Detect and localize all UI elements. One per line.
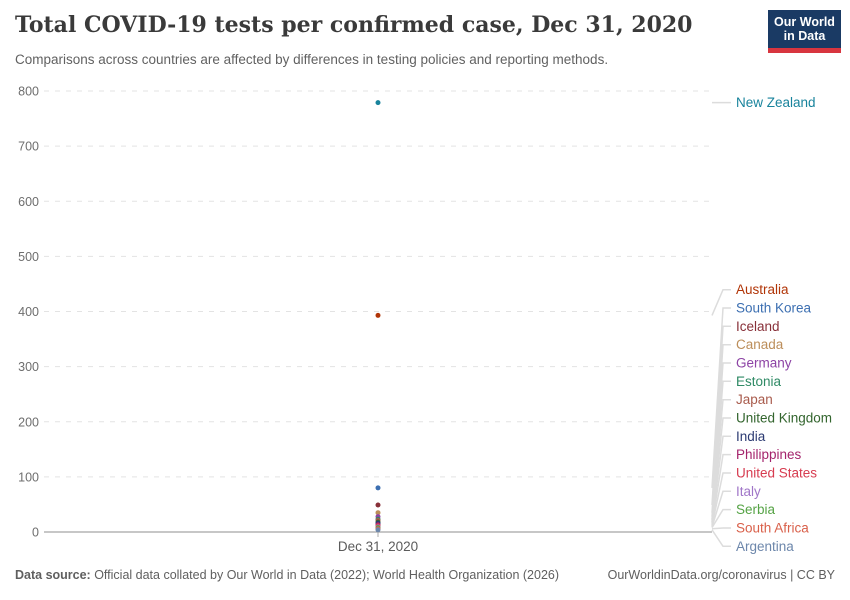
y-tick-label: 800: [18, 85, 39, 99]
label-connector-philippines: [711, 453, 731, 525]
series-label-japan[interactable]: Japan: [736, 392, 773, 407]
y-tick-label: 100: [18, 470, 39, 484]
data-source-note: Data source: Official data collated by O…: [15, 568, 559, 582]
y-tick-label: 600: [18, 195, 39, 209]
series-label-philippines[interactable]: Philippines: [736, 447, 802, 462]
label-connector-italy: [711, 490, 731, 528]
label-connector-united-states: [711, 472, 731, 527]
data-point-new-zealand[interactable]: [375, 100, 381, 106]
page-title: Total COVID-19 tests per confirmed case,…: [15, 12, 693, 38]
series-label-canada[interactable]: Canada: [736, 337, 784, 352]
y-tick-label: 400: [18, 305, 39, 319]
data-point-canada[interactable]: [375, 510, 381, 516]
y-tick-label: 200: [18, 415, 39, 429]
y-tick-label: 700: [18, 140, 39, 154]
data-point-australia[interactable]: [375, 312, 381, 318]
label-connector-serbia: [711, 508, 731, 528]
owid-logo-line1: Our World: [774, 15, 835, 29]
series-label-serbia[interactable]: Serbia: [736, 502, 776, 517]
series-label-italy[interactable]: Italy: [736, 484, 761, 499]
label-connector-argentina: [711, 529, 731, 548]
label-connector-japan: [711, 398, 731, 521]
data-source-text: Official data collated by Our World in D…: [90, 568, 560, 582]
chart-footer: Data source: Official data collated by O…: [15, 568, 835, 582]
label-connector-australia: [711, 288, 731, 316]
series-label-united-kingdom[interactable]: United Kingdom: [736, 411, 832, 426]
data-point-south-korea[interactable]: [375, 485, 381, 491]
series-label-united-states[interactable]: United States: [736, 466, 817, 481]
series-label-germany[interactable]: Germany: [736, 356, 792, 371]
x-axis-label: Dec 31, 2020: [338, 539, 418, 554]
owid-logo: Our World in Data: [768, 10, 841, 53]
series-label-india[interactable]: India: [736, 429, 766, 444]
series-label-south-korea[interactable]: South Korea: [736, 301, 812, 316]
owid-logo-line2: in Data: [783, 29, 826, 43]
data-source-label: Data source:: [15, 568, 91, 582]
y-tick-label: 0: [32, 526, 39, 540]
label-connector-south-korea: [711, 307, 731, 488]
data-point-iceland[interactable]: [375, 502, 381, 508]
series-label-south-africa[interactable]: South Africa: [736, 521, 809, 536]
series-label-argentina[interactable]: Argentina: [736, 539, 794, 554]
series-label-estonia[interactable]: Estonia: [736, 374, 782, 389]
data-point-argentina[interactable]: [375, 527, 381, 533]
label-connector-india: [711, 435, 731, 524]
label-connector-south-africa: [711, 527, 731, 530]
chart-subtitle: Comparisons across countries are affecte…: [15, 52, 609, 67]
series-label-iceland[interactable]: Iceland: [736, 319, 780, 334]
label-connector-united-kingdom: [711, 417, 731, 523]
series-label-new-zealand[interactable]: New Zealand: [736, 95, 816, 110]
owid-link[interactable]: OurWorldinData.org/coronavirus | CC BY: [607, 568, 835, 582]
series-label-australia[interactable]: Australia: [736, 282, 789, 297]
y-tick-label: 500: [18, 250, 39, 264]
y-tick-label: 300: [18, 360, 39, 374]
